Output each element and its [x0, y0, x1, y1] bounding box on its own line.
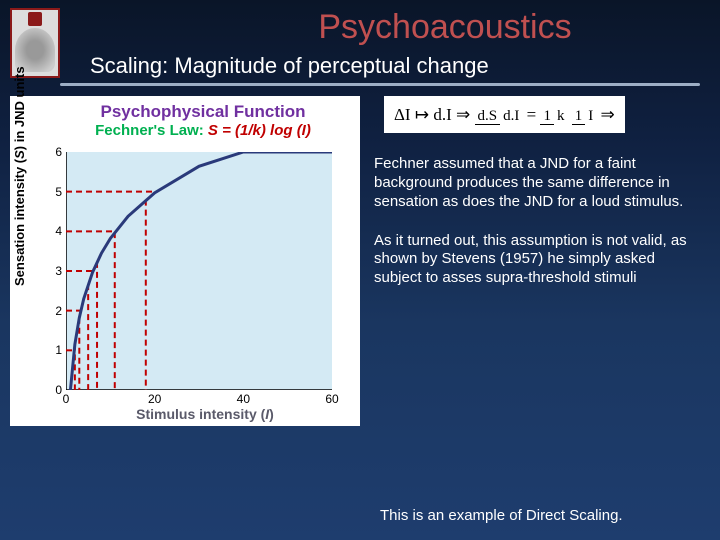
x-tick: 60: [325, 390, 338, 406]
paragraph-1: Fechner assumed that a JND for a faint b…: [374, 155, 704, 211]
y-axis-label: Sensation intensity (S) in JND units: [12, 66, 27, 286]
y-tick: 5: [55, 185, 66, 199]
y-tick: 1: [55, 343, 66, 357]
content-row: Psychophysical Function Fechner's Law: S…: [0, 86, 720, 426]
y-tick: 3: [55, 264, 66, 278]
derivation-formula: ΔI ↦ d.I ⇒ d.Sd.I = 1k 1I ⇒: [384, 96, 625, 133]
x-tick: 0: [63, 390, 70, 406]
vitruvian-icon: [15, 28, 55, 72]
chart-svg: [66, 152, 332, 390]
right-column: ΔI ↦ d.I ⇒ d.Sd.I = 1k 1I ⇒ Fechner assu…: [374, 96, 704, 426]
page-subtitle: Scaling: Magnitude of perceptual change: [70, 53, 700, 79]
x-tick: 20: [148, 390, 161, 406]
fechner-formula: S = (1/k) log (I): [208, 122, 311, 139]
x-tick: 40: [237, 390, 250, 406]
y-tick: 2: [55, 304, 66, 318]
page-title: Psychoacoustics: [190, 8, 700, 47]
header: Psychoacoustics Scaling: Magnitude of pe…: [0, 0, 720, 86]
y-tick: 6: [55, 145, 66, 159]
paragraph-2: As it turned out, this assumption is not…: [374, 232, 704, 288]
crest-icon: [28, 12, 42, 26]
fechner-label: Fechner's Law:: [95, 122, 204, 139]
y-tick: 4: [55, 224, 66, 238]
paragraph-3: This is an example of Direct Scaling.: [380, 507, 623, 526]
chart-title: Psychophysical Function: [52, 102, 354, 122]
chart-panel: Psychophysical Function Fechner's Law: S…: [10, 96, 360, 426]
divider: [60, 83, 700, 86]
x-axis-label: Stimulus intensity (I): [50, 406, 360, 422]
plot-area: 01234560204060: [66, 152, 332, 390]
chart-subtitle: Fechner's Law: S = (1/k) log (I): [52, 122, 354, 139]
